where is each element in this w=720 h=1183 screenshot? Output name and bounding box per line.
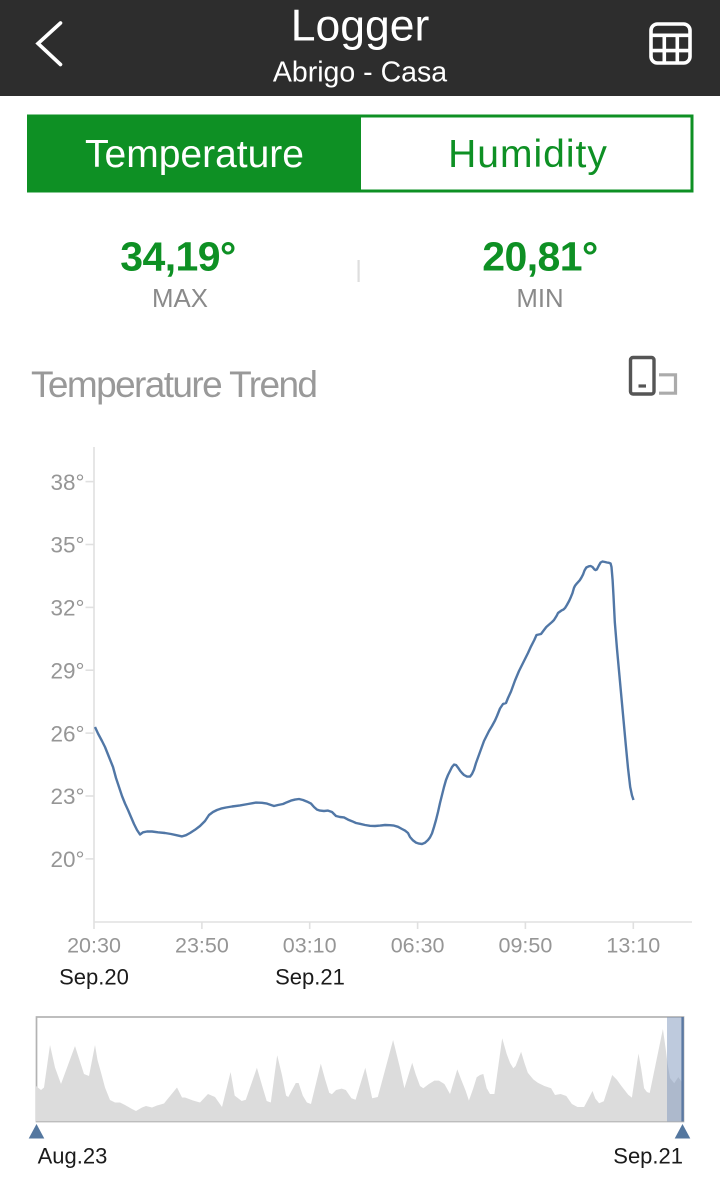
svg-text:Sep.21: Sep.21 [613, 1144, 683, 1169]
svg-text:03:10: 03:10 [283, 934, 337, 958]
svg-text:35°: 35° [50, 533, 84, 558]
svg-text:20,81°: 20,81° [482, 233, 597, 279]
svg-text:MAX: MAX [152, 285, 208, 313]
svg-text:34,19°: 34,19° [120, 233, 235, 279]
svg-text:23°: 23° [50, 784, 84, 809]
svg-text:Sep.21: Sep.21 [275, 965, 345, 990]
svg-text:Humidity: Humidity [448, 133, 608, 176]
svg-text:32°: 32° [50, 596, 84, 621]
svg-text:06:30: 06:30 [391, 934, 445, 958]
svg-text:20°: 20° [50, 847, 84, 872]
svg-text:38°: 38° [50, 470, 84, 495]
svg-text:Abrigo - Casa: Abrigo - Casa [273, 57, 447, 89]
svg-text:Aug.23: Aug.23 [38, 1144, 108, 1169]
svg-text:13:10: 13:10 [606, 934, 660, 958]
svg-text:Sep.20: Sep.20 [59, 965, 129, 990]
svg-text:Temperature Trend: Temperature Trend [31, 364, 316, 405]
svg-text:Temperature: Temperature [85, 133, 304, 176]
svg-text:26°: 26° [50, 721, 84, 746]
svg-text:Logger: Logger [291, 2, 430, 51]
svg-text:20:30: 20:30 [67, 934, 121, 958]
svg-text:23:50: 23:50 [175, 934, 229, 958]
svg-text:29°: 29° [50, 658, 84, 683]
svg-text:09:50: 09:50 [498, 934, 552, 958]
svg-text:MIN: MIN [516, 285, 563, 313]
